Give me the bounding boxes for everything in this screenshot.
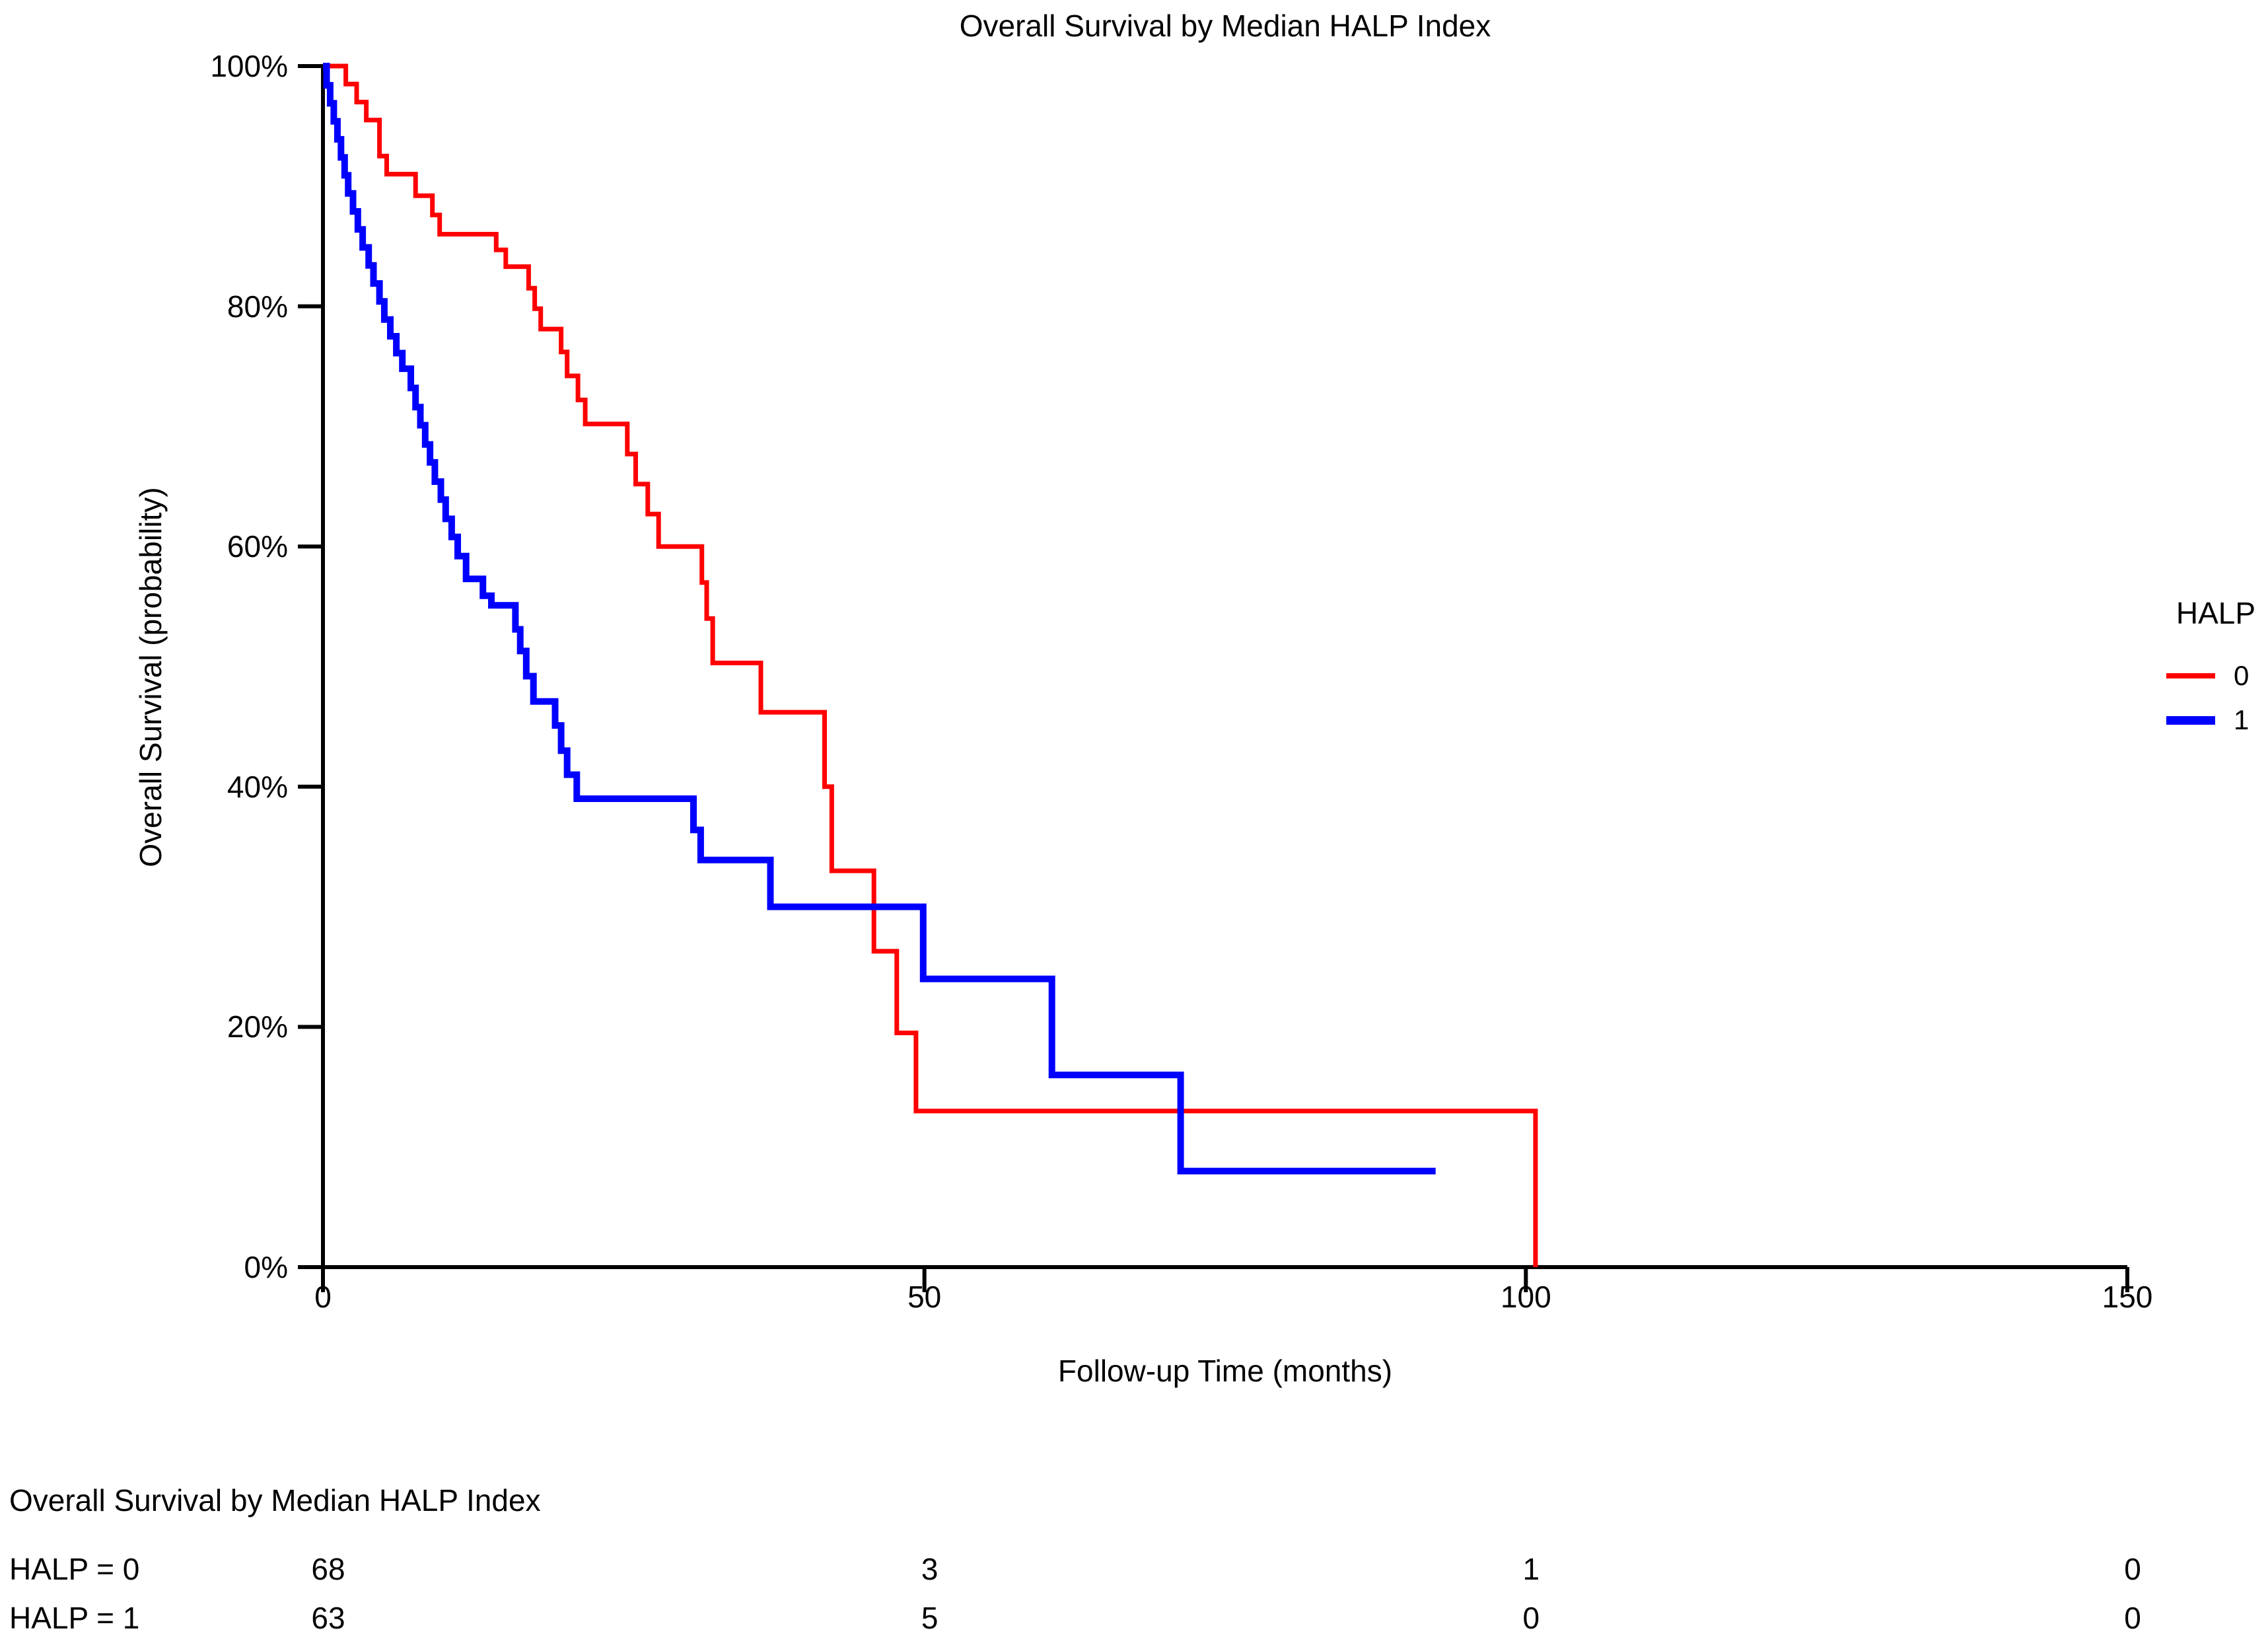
x-tick-label-100: 100 (1500, 1280, 1551, 1314)
x-tick-label-50: 50 (907, 1280, 942, 1314)
risk-row-label-halp-1: HALP = 1 (9, 1601, 140, 1635)
risk-count-halp1-t50: 5 (921, 1601, 939, 1635)
legend-line-halp-0 (2166, 673, 2215, 678)
legend-label-halp-0: 0 (2234, 660, 2250, 691)
y-tick-label-60: 60% (227, 529, 288, 564)
legend-title: HALP (2176, 596, 2256, 630)
legend-label-halp-1: 1 (2234, 704, 2250, 735)
risk-count-halp0-t150: 0 (2124, 1552, 2141, 1586)
risk-count-halp0-t0: 68 (311, 1552, 345, 1586)
y-tick-label-100: 100% (210, 49, 288, 83)
risk-table-title: Overall Survival by Median HALP Index (9, 1483, 541, 1517)
axis-lines (321, 64, 2127, 1269)
legend-line-halp-1 (2166, 716, 2215, 725)
x-tick-label-150: 150 (2102, 1280, 2153, 1314)
km-curve-halp-0 (323, 63, 1538, 1267)
y-tick-label-80: 80% (227, 289, 288, 324)
x-axis-label: Follow-up Time (months) (1057, 1354, 1393, 1388)
km-curve-halp-1 (323, 63, 1436, 1175)
risk-count-halp0-t100: 1 (1522, 1552, 1540, 1586)
y-axis-label: Overall Survival (probability) (133, 487, 168, 867)
chart-title: Overall Survival by Median HALP Index (959, 9, 1491, 43)
risk-count-halp1-t100: 0 (1522, 1601, 1540, 1635)
y-tick-label-20: 20% (227, 1009, 288, 1044)
x-tick-label-0: 0 (314, 1280, 332, 1314)
y-tick-label-40: 40% (227, 769, 288, 804)
risk-count-halp0-t50: 3 (921, 1552, 939, 1586)
y-tick-label-0: 0% (244, 1250, 288, 1284)
risk-row-label-halp-0: HALP = 0 (9, 1552, 140, 1586)
risk-count-halp1-t150: 0 (2124, 1601, 2141, 1635)
risk-count-halp1-t0: 63 (311, 1601, 345, 1635)
